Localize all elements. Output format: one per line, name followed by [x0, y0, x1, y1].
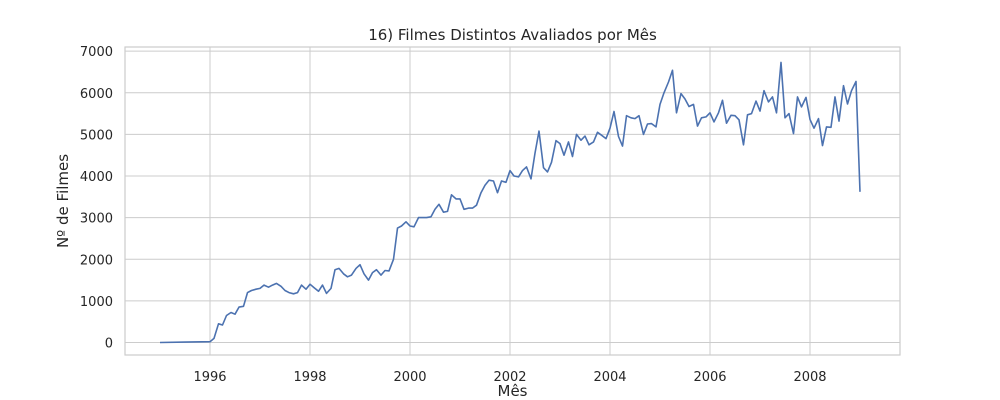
y-tick-label: 7000 [80, 45, 113, 60]
plot-area [159, 61, 861, 344]
y-tick-label: 2000 [80, 253, 113, 268]
chart-title: 16) Filmes Distintos Avaliados por Mês [368, 26, 657, 44]
y-tick-label: 1000 [80, 295, 113, 310]
y-tick-label: 0 [105, 337, 113, 352]
y-tick-label: 3000 [80, 212, 113, 227]
x-tick-label: 2006 [693, 370, 726, 385]
plot-frame [124, 46, 901, 356]
series-line [159, 61, 861, 344]
x-tick-label: 1998 [293, 370, 326, 385]
x-tick-label: 2008 [793, 370, 826, 385]
y-axis-ticks: 0 1000 2000 3000 4000 5000 6000 7000 [80, 45, 113, 351]
grid [125, 47, 900, 355]
y-tick-label: 6000 [80, 87, 113, 102]
y-tick-label: 4000 [80, 170, 113, 185]
x-axis-ticks: 1996 1998 2000 2002 2004 2006 2008 [193, 370, 826, 385]
x-axis-label: Mês [498, 382, 528, 400]
x-tick-label: 2004 [593, 370, 626, 385]
y-tick-label: 5000 [80, 128, 113, 143]
x-tick-label: 2000 [393, 370, 426, 385]
x-tick-label: 1996 [193, 370, 226, 385]
x-tick-label: 2002 [493, 370, 526, 385]
y-axis-label: Nº de Filmes [54, 154, 72, 248]
